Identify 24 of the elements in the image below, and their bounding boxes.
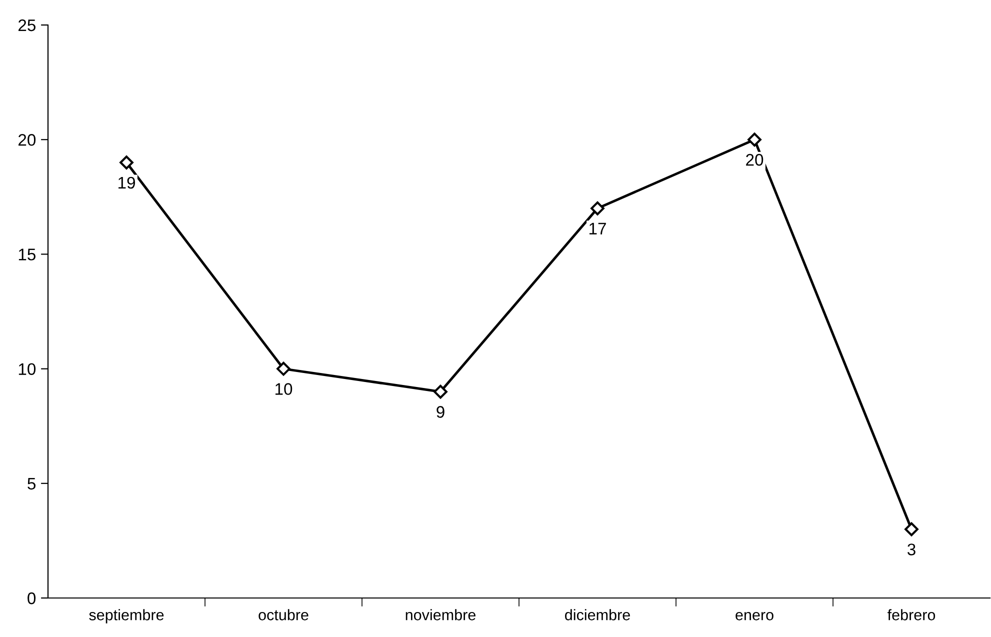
point [120,156,134,170]
y-tick-label: 15 [18,248,36,260]
x-tick-label: febrero [888,609,936,620]
y-tick-label: 5 [28,478,36,490]
y-tick-label: 20 [18,134,36,146]
x-tick-label: noviembre [406,609,476,620]
data-label: 9 [436,406,444,418]
data-label: 20 [746,154,764,166]
point [904,522,918,536]
x-tick-label: octubre [258,609,308,620]
x-tick-label: enero [736,612,774,620]
data-label: 3 [908,544,916,556]
y-tick-label: 25 [18,19,36,32]
data-label: 19 [118,176,135,189]
y-tick-label: 0 [28,592,36,604]
x-tick-label: septiembre [89,609,164,624]
x-tick-label: diciembre [565,609,630,620]
point [434,384,448,399]
point [748,132,762,147]
data-label: 10 [276,383,292,395]
y-tick-label: 10 [18,363,36,376]
point [276,362,290,376]
data-label: 17 [590,222,606,234]
point [590,201,604,216]
